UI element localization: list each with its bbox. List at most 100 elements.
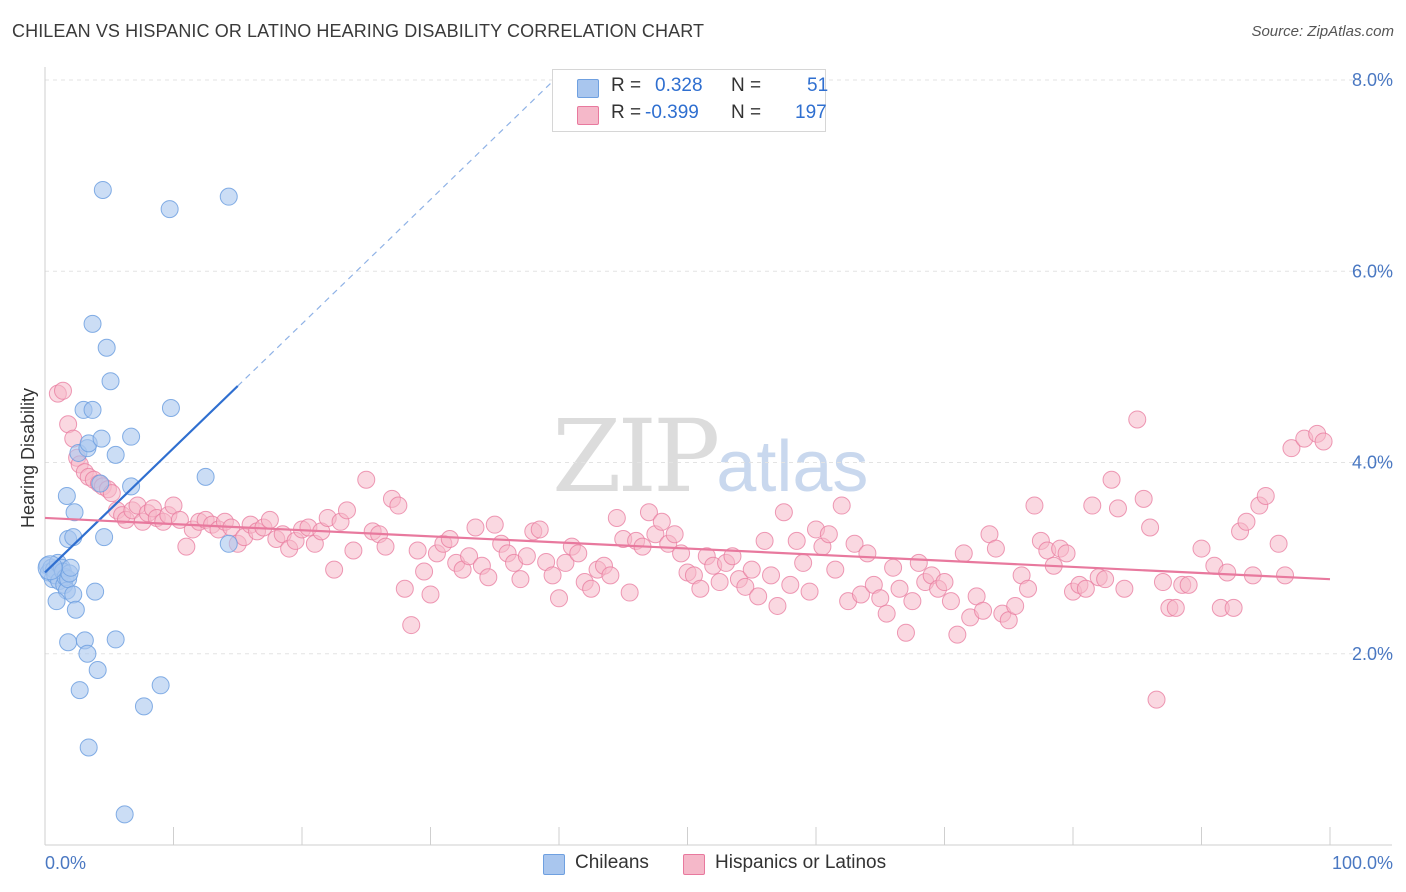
data-point-hispanic [601, 566, 620, 585]
data-point-hispanic [774, 503, 793, 522]
stats-legend: R = 0.328 N = 51 R = -0.399 N = 197 [552, 69, 829, 132]
data-point-hispanic [408, 541, 427, 560]
data-point-hispanic [1282, 439, 1301, 458]
data-point-hispanic [177, 537, 196, 556]
legend-n-value: 51 [807, 75, 829, 96]
data-point-hispanic [794, 553, 813, 572]
data-point-chilean [66, 600, 85, 619]
data-point-hispanic [1237, 512, 1256, 531]
data-point-hispanic [440, 530, 459, 548]
data-point-hispanic [890, 579, 909, 598]
data-point-hispanic [762, 566, 781, 585]
x-tick-label: 0.0% [45, 853, 86, 873]
data-point-hispanic [1256, 486, 1275, 505]
data-point-chilean [83, 314, 102, 333]
data-point-hispanic [736, 577, 755, 596]
data-point-hispanic [787, 531, 806, 550]
chart-title: CHILEAN VS HISPANIC OR LATINO HEARING DI… [12, 21, 705, 41]
bottom-legend-label-hispanics: Hispanics or Latinos [715, 852, 887, 873]
data-point-hispanic [511, 570, 530, 589]
data-point-hispanic [1192, 539, 1211, 558]
data-point-chilean [196, 467, 215, 486]
data-point-hispanic [742, 560, 761, 579]
data-point-hispanic [325, 560, 344, 579]
data-point-chilean [92, 429, 111, 448]
trend-lines [44, 74, 1331, 581]
axis-labels: 2.0% 4.0% 6.0% 8.0% 0.0% 100.0% Hearing Disabi… [18, 70, 1393, 873]
data-point-hispanic [1166, 598, 1185, 617]
data-point-hispanic [1096, 570, 1115, 589]
legend-n-label: N = [731, 102, 762, 123]
data-point-hispanic [941, 592, 960, 611]
data-point-hispanic [466, 518, 485, 537]
data-point-hispanic [1006, 596, 1025, 615]
data-point-chilean [106, 445, 125, 464]
data-point-hispanic [389, 496, 408, 515]
data-point-hispanic [858, 544, 877, 563]
trend-line-chileans-extension [237, 74, 560, 387]
data-point-hispanic [851, 585, 870, 604]
data-point-hispanic [1153, 573, 1172, 592]
y-tick-label: 2.0% [1352, 644, 1393, 664]
data-point-hispanic [402, 616, 421, 635]
data-point-hispanic [710, 573, 729, 592]
data-point-hispanic [556, 553, 575, 572]
y-tick-label: 6.0% [1352, 261, 1393, 281]
data-point-chilean [70, 681, 89, 700]
data-point-hispanic [781, 575, 800, 594]
data-point-hispanic [884, 558, 903, 577]
data-point-chilean [78, 644, 97, 663]
data-point-hispanic [652, 512, 671, 531]
data-point-hispanic [550, 589, 568, 608]
data-point-hispanic [871, 589, 890, 608]
data-point-hispanic [1179, 575, 1198, 594]
data-point-chilean [79, 738, 98, 757]
legend-r-value: 0.328 [655, 75, 703, 96]
data-point-hispanic [954, 544, 973, 563]
data-point-hispanic [1076, 579, 1095, 598]
data-point-hispanic [485, 515, 504, 534]
data-point-hispanic [845, 534, 864, 553]
data-point-chilean [93, 180, 112, 199]
data-point-chilean [97, 338, 116, 357]
data-point-hispanic [896, 623, 915, 642]
data-point-hispanic [357, 470, 376, 489]
data-point-hispanic [53, 381, 72, 400]
data-point-chilean [115, 805, 134, 824]
data-point-hispanic [395, 579, 414, 598]
data-point-chilean [219, 187, 238, 206]
data-point-chilean [219, 534, 238, 553]
data-point-hispanic [974, 601, 993, 620]
data-point-chilean [64, 585, 83, 604]
data-point-hispanic [935, 573, 954, 592]
data-point-hispanic [1019, 579, 1038, 598]
axes [44, 67, 1392, 846]
data-point-chilean [160, 200, 179, 219]
data-point-hispanic [517, 547, 536, 566]
data-point-hispanic [1102, 470, 1121, 489]
data-point-chilean [64, 528, 83, 547]
data-point-hispanic [832, 496, 851, 515]
data-point-hispanic [1108, 499, 1127, 518]
data-point-hispanic [1224, 598, 1243, 617]
data-point-chilean [83, 400, 102, 419]
data-point-chilean [101, 372, 120, 391]
data-point-hispanic [479, 568, 498, 587]
data-point-hispanic [1134, 489, 1153, 508]
data-point-hispanic [909, 553, 928, 572]
legend-r-label: R = [611, 102, 642, 123]
data-point-hispanic [376, 537, 395, 556]
data-point-hispanic [460, 547, 479, 566]
bottom-legend-swatch-chileans [543, 854, 565, 875]
data-point-chilean [134, 697, 153, 716]
data-point-chilean [65, 503, 84, 522]
data-point-chilean [86, 582, 105, 601]
data-point-hispanic [1218, 563, 1237, 582]
data-point-hispanic [1141, 518, 1160, 537]
data-point-chilean [91, 474, 110, 493]
data-point-hispanic [337, 501, 356, 520]
data-point-chilean [61, 558, 80, 577]
data-point-hispanic [421, 585, 440, 604]
data-point-hispanic [543, 566, 562, 585]
data-point-hispanic [415, 562, 434, 581]
